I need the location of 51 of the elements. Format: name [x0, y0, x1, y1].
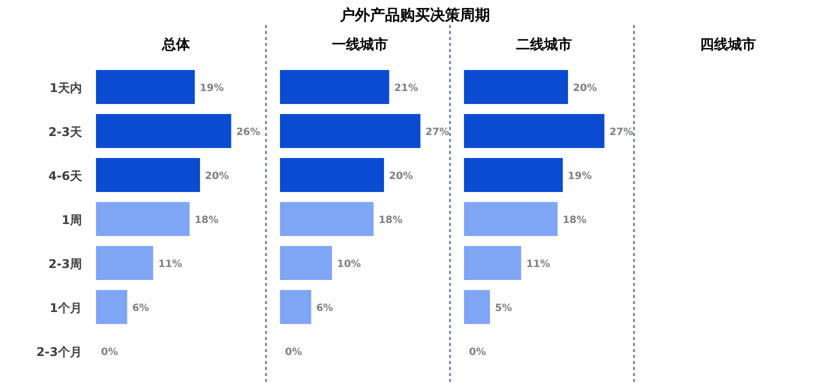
y-tick-label: 2-3周 — [48, 257, 82, 271]
data-label: 27% — [425, 127, 450, 138]
data-label: 0% — [469, 347, 486, 358]
data-label: 18% — [194, 215, 219, 226]
bar — [96, 202, 190, 236]
bar — [280, 290, 312, 324]
bar — [280, 70, 390, 104]
data-label: 6% — [132, 303, 150, 314]
y-tick-label: 1周 — [62, 213, 82, 227]
bar — [464, 246, 522, 280]
data-label: 20% — [573, 83, 597, 94]
bar — [96, 70, 195, 104]
chart-title: 二线城市 — [516, 36, 572, 53]
bar — [464, 70, 568, 104]
data-label: 21% — [394, 83, 418, 94]
data-label: 11% — [158, 259, 182, 270]
data-label: 20% — [205, 171, 229, 182]
bar — [96, 158, 200, 192]
data-label: 18% — [562, 215, 587, 226]
bar — [280, 158, 384, 192]
bar — [280, 114, 420, 148]
bar — [280, 202, 374, 236]
data-label: 6% — [316, 303, 334, 314]
data-label: 19% — [568, 171, 592, 182]
text: 户外产品购买决策周期 — [339, 6, 490, 24]
bar — [464, 158, 563, 192]
data-label: 20% — [389, 171, 413, 182]
data-label: 10% — [337, 259, 361, 270]
data-label: 0% — [285, 347, 302, 358]
data-label: 27% — [609, 127, 634, 138]
bar — [96, 290, 128, 324]
bar — [464, 114, 604, 148]
chart-title: 一线城市 — [332, 36, 388, 53]
text: 四线城市 — [700, 36, 756, 53]
bar — [96, 246, 154, 280]
y-tick-label: 1个月 — [50, 301, 82, 315]
bar — [464, 202, 558, 236]
data-label: 11% — [526, 259, 550, 270]
data-label: 0% — [101, 347, 118, 358]
bar — [280, 246, 332, 280]
chart-title: 总体 — [161, 37, 191, 53]
data-label: 5% — [495, 303, 512, 314]
y-tick-label: 2-3天 — [48, 125, 83, 139]
data-label: 18% — [378, 215, 403, 226]
data-label: 26% — [236, 127, 260, 138]
y-tick-label: 1天内 — [50, 81, 82, 95]
y-tick-label: 2-3个月 — [36, 345, 82, 359]
y-tick-label: 4-6天 — [48, 169, 83, 183]
data-label: 19% — [200, 83, 224, 94]
bar — [464, 290, 490, 324]
bar — [96, 114, 232, 148]
